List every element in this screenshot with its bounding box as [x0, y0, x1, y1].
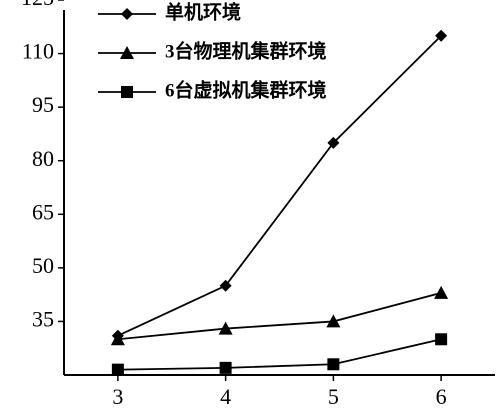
legend-label: 3台物理机集群环境	[165, 39, 327, 62]
y-tick-label: 80	[32, 146, 54, 171]
series-line	[117, 35, 442, 337]
series-line	[117, 338, 442, 371]
marker	[327, 136, 340, 149]
marker	[219, 361, 232, 374]
series-line	[117, 291, 442, 341]
marker	[121, 86, 133, 98]
x-tick-label: 3	[112, 384, 123, 409]
marker	[218, 321, 233, 335]
marker	[327, 358, 340, 371]
marker	[110, 332, 125, 346]
marker	[121, 8, 133, 20]
legend-label: 单机环境	[165, 0, 241, 23]
marker	[435, 29, 448, 42]
marker	[120, 46, 134, 59]
y-tick-label: 65	[32, 199, 54, 224]
marker	[434, 285, 449, 299]
y-tick-label: 95	[32, 92, 54, 117]
marker	[219, 279, 232, 292]
marker	[435, 333, 448, 346]
y-tick-label: 125	[21, 0, 54, 10]
y-tick-label: 35	[32, 306, 54, 331]
legend-label: 6台虚拟机集群环境	[165, 78, 327, 101]
x-tick-label: 5	[328, 384, 339, 409]
y-tick-label: 110	[22, 39, 54, 64]
marker	[326, 314, 341, 328]
x-tick-label: 6	[436, 384, 447, 409]
marker	[111, 363, 124, 376]
y-tick-label: 50	[32, 253, 54, 278]
x-tick-label: 4	[220, 384, 231, 409]
